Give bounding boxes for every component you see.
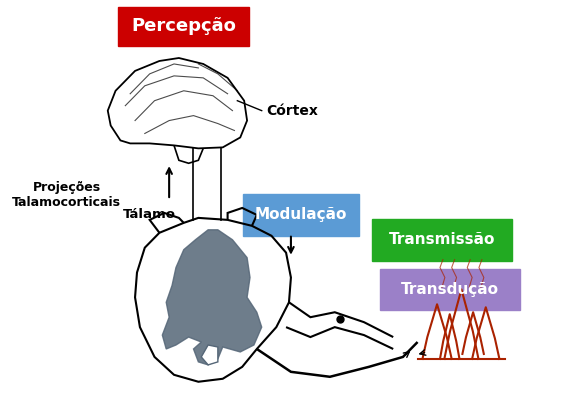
- FancyBboxPatch shape: [118, 7, 249, 46]
- Text: Projeções
Talamocorticais: Projeções Talamocorticais: [13, 181, 121, 209]
- FancyBboxPatch shape: [372, 219, 512, 261]
- Text: Tálamo: Tálamo: [123, 208, 176, 221]
- Text: Modulação: Modulação: [254, 207, 347, 223]
- Text: Córtex: Córtex: [266, 104, 319, 118]
- Text: Transdução: Transdução: [401, 282, 498, 297]
- Text: Percepção: Percepção: [131, 17, 236, 35]
- Polygon shape: [162, 230, 262, 365]
- Polygon shape: [201, 345, 218, 365]
- FancyBboxPatch shape: [380, 269, 520, 310]
- FancyBboxPatch shape: [243, 194, 358, 236]
- Text: Transmissão: Transmissão: [389, 232, 495, 247]
